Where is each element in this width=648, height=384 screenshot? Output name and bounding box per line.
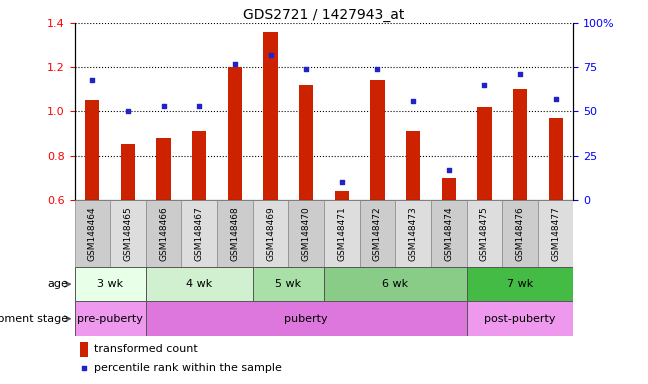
- Bar: [467, 301, 573, 336]
- Point: [301, 66, 311, 72]
- Text: age: age: [47, 279, 68, 289]
- Bar: [146, 200, 181, 267]
- Text: GSM148467: GSM148467: [195, 206, 203, 261]
- Point: [443, 167, 454, 173]
- Bar: [253, 200, 288, 267]
- Point: [515, 71, 525, 77]
- Bar: [538, 200, 573, 267]
- Bar: [299, 85, 314, 200]
- Point: [158, 103, 168, 109]
- Point: [265, 52, 275, 58]
- Point: [408, 98, 419, 104]
- Text: 4 wk: 4 wk: [186, 279, 213, 289]
- Bar: [253, 267, 324, 301]
- Text: GSM148475: GSM148475: [480, 206, 489, 261]
- Text: percentile rank within the sample: percentile rank within the sample: [95, 363, 283, 373]
- Bar: [467, 267, 573, 301]
- Point: [194, 103, 205, 109]
- Text: post-puberty: post-puberty: [484, 314, 556, 324]
- Text: 3 wk: 3 wk: [97, 279, 123, 289]
- Bar: [217, 200, 253, 267]
- Bar: [513, 89, 527, 200]
- Text: GSM148469: GSM148469: [266, 206, 275, 261]
- Bar: [406, 131, 420, 200]
- Title: GDS2721 / 1427943_at: GDS2721 / 1427943_at: [243, 8, 405, 22]
- Bar: [75, 301, 146, 336]
- Bar: [228, 67, 242, 200]
- Point: [87, 76, 97, 83]
- Bar: [334, 191, 349, 200]
- Bar: [360, 200, 395, 267]
- Bar: [80, 342, 89, 357]
- Text: GSM148470: GSM148470: [302, 206, 310, 261]
- Text: GSM148465: GSM148465: [124, 206, 132, 261]
- Text: 6 wk: 6 wk: [382, 279, 408, 289]
- Bar: [324, 267, 467, 301]
- Point: [550, 96, 561, 102]
- Text: 5 wk: 5 wk: [275, 279, 301, 289]
- Point: [337, 179, 347, 185]
- Text: transformed count: transformed count: [95, 344, 198, 354]
- Bar: [75, 200, 110, 267]
- Point: [372, 66, 382, 72]
- Bar: [146, 301, 467, 336]
- Bar: [121, 144, 135, 200]
- Text: GSM148476: GSM148476: [516, 206, 524, 261]
- Point: [79, 365, 89, 371]
- Point: [229, 61, 240, 67]
- Bar: [442, 178, 456, 200]
- Text: development stage: development stage: [0, 314, 68, 324]
- Text: GSM148464: GSM148464: [88, 206, 97, 261]
- Text: GSM148474: GSM148474: [445, 206, 453, 261]
- Text: GSM148468: GSM148468: [231, 206, 239, 261]
- Bar: [192, 131, 206, 200]
- Bar: [157, 138, 171, 200]
- Text: GSM148471: GSM148471: [338, 206, 346, 261]
- Bar: [477, 107, 492, 200]
- Bar: [467, 200, 502, 267]
- Text: 7 wk: 7 wk: [507, 279, 533, 289]
- Point: [479, 82, 490, 88]
- Bar: [431, 200, 467, 267]
- Bar: [371, 81, 384, 200]
- Text: GSM148466: GSM148466: [159, 206, 168, 261]
- Text: GSM148477: GSM148477: [551, 206, 560, 261]
- Bar: [75, 267, 146, 301]
- Bar: [263, 32, 278, 200]
- Bar: [502, 200, 538, 267]
- Bar: [324, 200, 360, 267]
- Bar: [395, 200, 431, 267]
- Bar: [110, 200, 146, 267]
- Bar: [181, 200, 217, 267]
- Point: [123, 108, 133, 114]
- Text: GSM148473: GSM148473: [409, 206, 417, 261]
- Bar: [288, 200, 324, 267]
- Bar: [548, 118, 562, 200]
- Text: GSM148472: GSM148472: [373, 206, 382, 261]
- Bar: [86, 100, 100, 200]
- Text: puberty: puberty: [284, 314, 328, 324]
- Bar: [146, 267, 253, 301]
- Text: pre-puberty: pre-puberty: [77, 314, 143, 324]
